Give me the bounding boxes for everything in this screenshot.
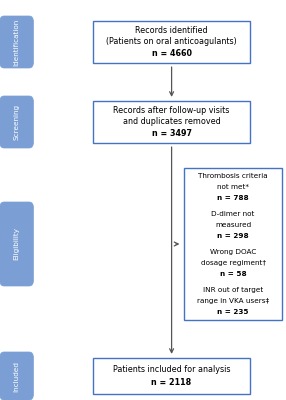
Text: Records identified: Records identified [135, 26, 208, 36]
Text: n = 3497: n = 3497 [152, 128, 192, 138]
Text: measured: measured [215, 222, 251, 228]
Text: Records after follow-up visits: Records after follow-up visits [114, 106, 230, 116]
Text: and duplicates removed: and duplicates removed [123, 118, 221, 126]
FancyBboxPatch shape [0, 352, 33, 400]
Text: n = 788: n = 788 [217, 194, 249, 200]
Text: Patients included for analysis: Patients included for analysis [113, 365, 230, 374]
FancyBboxPatch shape [0, 16, 33, 68]
Text: Included: Included [14, 360, 19, 392]
Text: (Patients on oral anticoagulants): (Patients on oral anticoagulants) [106, 38, 237, 46]
Text: dosage regiment†: dosage regiment† [200, 260, 266, 266]
FancyBboxPatch shape [93, 101, 250, 143]
Text: Wrong DOAC: Wrong DOAC [210, 250, 256, 256]
FancyBboxPatch shape [184, 168, 282, 320]
FancyBboxPatch shape [0, 202, 33, 286]
Text: range in VKA users‡: range in VKA users‡ [197, 298, 269, 304]
Text: Identification: Identification [14, 18, 19, 66]
Text: n = 298: n = 298 [217, 232, 249, 238]
Text: n = 58: n = 58 [220, 270, 247, 276]
FancyBboxPatch shape [0, 96, 33, 148]
Text: n = 4660: n = 4660 [152, 48, 192, 58]
Text: INR out of target: INR out of target [203, 288, 263, 294]
FancyBboxPatch shape [93, 21, 250, 63]
Text: Thrombosis criteria: Thrombosis criteria [198, 174, 268, 180]
Text: Screening: Screening [14, 104, 19, 140]
Text: not met*: not met* [217, 184, 249, 190]
Text: n = 235: n = 235 [217, 308, 249, 314]
Text: D-dimer not: D-dimer not [211, 212, 255, 218]
Text: Eligibility: Eligibility [14, 228, 19, 260]
FancyBboxPatch shape [93, 358, 250, 394]
Text: n = 2118: n = 2118 [152, 378, 192, 387]
